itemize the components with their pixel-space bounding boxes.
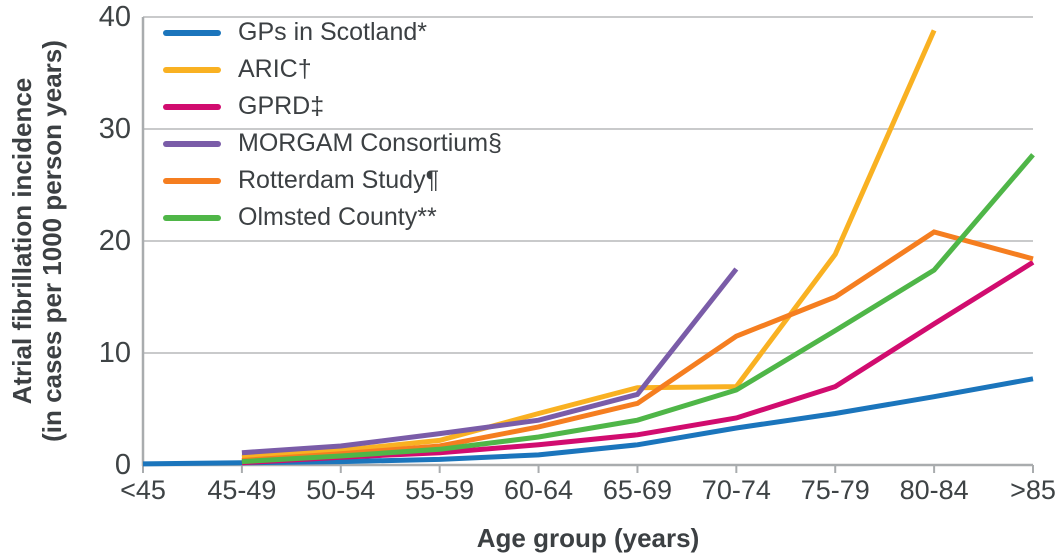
legend-swatch-icon <box>163 140 221 147</box>
x-tick-label: <45 <box>120 475 166 505</box>
series-line-morgam-consortium <box>241 267 739 456</box>
legend-label: ARIC† <box>238 55 312 83</box>
legend-swatch-icon <box>163 103 221 110</box>
y-tick-label: 0 <box>114 449 131 481</box>
legend-swatch-icon <box>163 214 221 221</box>
x-tick-label: 55-59 <box>405 475 475 505</box>
series-line-rotterdam-study <box>241 229 1034 463</box>
legend-item: ARIC† <box>163 51 502 88</box>
y-tick-label: 10 <box>98 337 131 369</box>
x-tick-label: 65-69 <box>602 475 672 505</box>
x-tick-label: 45-49 <box>207 475 277 505</box>
legend-item: Olmsted County** <box>163 199 502 236</box>
legend-label: Olmsted County** <box>238 203 437 231</box>
legend-label: GPRD‡ <box>238 92 325 120</box>
legend-swatch-icon <box>163 29 221 36</box>
legend-item: Rotterdam Study¶ <box>163 162 502 199</box>
x-tick-label: 80-84 <box>899 475 969 505</box>
y-axis-tick-labels: 0 10 20 30 40 <box>0 0 133 559</box>
y-tick-label: 40 <box>98 1 131 33</box>
y-tick-label: 30 <box>98 113 131 145</box>
series-line-olmsted-county <box>241 153 1035 465</box>
x-tick-label: >85 <box>1010 475 1056 505</box>
y-tick-label: 20 <box>98 225 131 257</box>
legend-swatch-icon <box>163 177 221 184</box>
legend: GPs in Scotland* ARIC† GPRD‡ MORGAM Consort… <box>163 14 502 236</box>
legend-item: MORGAM Consortium§ <box>163 125 502 162</box>
legend-item: GPs in Scotland* <box>163 14 502 51</box>
series-line-aric <box>241 29 937 460</box>
legend-item: GPRD‡ <box>163 88 502 125</box>
legend-label: GPs in Scotland* <box>238 18 427 46</box>
x-tick-label: 50-54 <box>306 475 376 505</box>
legend-label: MORGAM Consortium§ <box>238 129 502 157</box>
x-tick-label: 70-74 <box>701 475 771 505</box>
x-axis-title: Age group (years) <box>476 523 700 553</box>
x-tick-label: 75-79 <box>800 475 870 505</box>
x-tick-label: 60-64 <box>504 475 574 505</box>
legend-swatch-icon <box>163 66 221 73</box>
legend-label: Rotterdam Study¶ <box>238 166 440 194</box>
